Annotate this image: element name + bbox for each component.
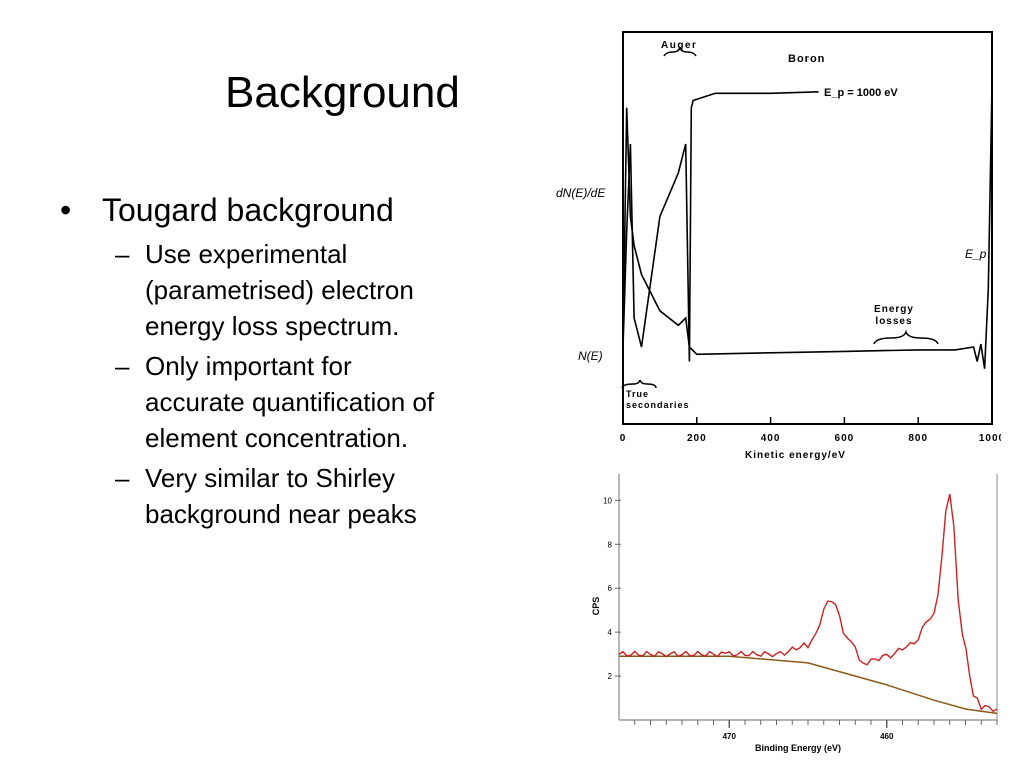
sub-bullet-line: Very similar to Shirley [145, 463, 395, 493]
sub-bullet: – Only important for accurate quantifica… [60, 348, 540, 456]
xps-spectrum-figure: 2 4 6 8 10 470 460 CPS Binding Energy (eV) [591, 474, 998, 753]
sub-bullet: – Very similar to Shirley background nea… [60, 460, 540, 532]
true-secondaries-annotation: True secondaries [626, 389, 690, 410]
sub-bullet-list: – Use experimental (parametrised) electr… [60, 236, 540, 532]
x-tick-label: 470 [723, 732, 737, 741]
chart-title: Boron [788, 53, 825, 65]
y-tick-label: 2 [608, 672, 613, 681]
dash-glyph: – [115, 351, 130, 381]
sub-bullet-line: (parametrised) electron [145, 275, 414, 305]
slide-title: Background [225, 68, 460, 117]
main-bullet-text: Tougard background [102, 192, 394, 228]
spectrum-curve [618, 493, 998, 713]
y-tick-label: 4 [608, 628, 613, 637]
sub-bullet-line: Use experimental [145, 239, 348, 269]
auger-brace [663, 46, 697, 57]
sub-bullet-line: background near peaks [145, 499, 417, 529]
bullet-glyph: • [60, 192, 72, 228]
sub-bullet-line: Only important for [145, 351, 352, 381]
series-line [622, 91, 819, 362]
true-secondaries-brace [621, 379, 657, 389]
x-tick-label: 460 [880, 732, 894, 741]
main-bullet: • Tougard background [60, 188, 540, 232]
series-line [622, 85, 993, 369]
auger-spectrum-figure: 0 200 400 600 800 1000 Boron E_p = 1000 eV Au… [556, 31, 1001, 461]
dash-glyph: – [115, 239, 130, 269]
sub-bullet-line: element concentration. [145, 423, 409, 453]
energy-losses-annotation: Energy losses [874, 304, 914, 327]
bullet-list: • Tougard background – Use experimental … [60, 188, 540, 536]
x-tick-label: 1000 [979, 433, 1001, 444]
y-tick-label: 8 [608, 540, 613, 549]
sub-bullet-line: energy loss spectrum. [145, 311, 400, 341]
x-axis-label: Kinetic energy/eV [745, 450, 846, 461]
x-tick-label: 600 [835, 433, 855, 444]
y-tick-label: 6 [608, 584, 613, 593]
sub-bullet-line: accurate quantification of [145, 387, 435, 417]
x-tick-label: 400 [761, 433, 781, 444]
y-axis-label: CPS [591, 597, 601, 616]
dnde-axis-label: dN(E)/dE [556, 186, 606, 200]
ep-peak-label: E_p [965, 247, 987, 261]
dash-glyph: – [115, 463, 130, 493]
x-axis-label: Binding Energy (eV) [755, 743, 841, 753]
ep-label: E_p = 1000 eV [824, 87, 898, 99]
y-tick-label: 10 [603, 496, 612, 505]
plot-frame [622, 31, 993, 425]
background-curve [619, 655, 998, 715]
auger-annotation: Auger [661, 40, 697, 51]
ne-axis-label: N(E) [578, 349, 603, 363]
x-tick-label: 200 [687, 433, 707, 444]
energy-losses-brace [873, 329, 939, 345]
x-tick-label: 0 [620, 433, 627, 444]
x-tick-label: 800 [908, 433, 928, 444]
sub-bullet: – Use experimental (parametrised) electr… [60, 236, 540, 344]
